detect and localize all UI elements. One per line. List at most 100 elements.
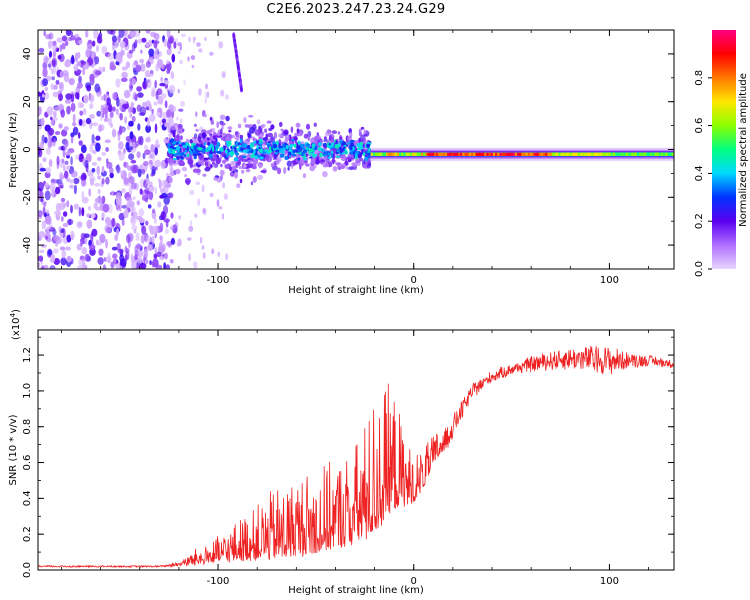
y-tick-label: -40 xyxy=(22,237,33,253)
signal-band-blob xyxy=(210,120,214,125)
noise-blob xyxy=(116,228,120,236)
signal-band-blob xyxy=(254,155,258,160)
noise-blob xyxy=(151,235,155,245)
noise-blob xyxy=(87,206,92,211)
signal-band-blob xyxy=(233,157,239,162)
noise-blob xyxy=(184,174,188,178)
noise-blob xyxy=(164,157,169,164)
noise-blob xyxy=(77,82,83,89)
noise-blob xyxy=(94,83,100,93)
signal-band-blob xyxy=(283,167,287,174)
noise-blob xyxy=(134,93,138,102)
signal-band-blob xyxy=(332,166,338,172)
signal-band-blob xyxy=(222,132,227,137)
noise-blob xyxy=(115,52,122,63)
noise-blob xyxy=(83,94,89,104)
noise-blob xyxy=(56,37,63,43)
noise-blob xyxy=(211,248,215,255)
noise-blob xyxy=(137,136,142,144)
signal-band-blob xyxy=(264,128,268,133)
signal-band-blob xyxy=(350,139,355,143)
noise-blob xyxy=(66,234,72,243)
signal-band-blob xyxy=(336,143,342,148)
signal-band-blob xyxy=(212,140,217,146)
noise-blob xyxy=(130,253,134,261)
signal-band-blob xyxy=(230,160,236,166)
signal-band-blob xyxy=(186,154,190,158)
noise-blob xyxy=(187,237,192,241)
noise-blob xyxy=(140,49,143,54)
signal-band-blob xyxy=(170,148,173,153)
signal-band-blob xyxy=(312,154,316,158)
noise-blob xyxy=(44,190,51,201)
signal-band-blob xyxy=(209,117,213,121)
signal-band-blob xyxy=(280,128,284,132)
noise-blob xyxy=(86,213,90,218)
noise-blob xyxy=(141,225,147,235)
signal-band-blob xyxy=(220,174,224,181)
signal-band-blob xyxy=(272,143,278,149)
signal-band-blob xyxy=(214,152,217,160)
signal-band-blob xyxy=(269,146,272,151)
colorbar-tick-label: 0.6 xyxy=(694,118,705,134)
signal-band-blob xyxy=(266,120,272,124)
noise-blob xyxy=(81,191,85,199)
noise-blob xyxy=(164,122,170,128)
signal-band-blob xyxy=(291,162,294,170)
noise-blob xyxy=(153,253,158,259)
noise-blob xyxy=(76,221,83,229)
signal-band-blob xyxy=(186,179,190,186)
noise-blob xyxy=(98,248,104,256)
noise-blob xyxy=(40,140,44,150)
noise-blob xyxy=(154,147,158,156)
signal-band-blob xyxy=(215,157,222,164)
signal-band-blob xyxy=(300,143,305,148)
noise-blob xyxy=(102,203,110,213)
noise-blob xyxy=(89,73,95,82)
noise-blob xyxy=(139,63,146,72)
signal-band-blob xyxy=(279,147,284,151)
noise-blob xyxy=(124,116,128,124)
noise-blob xyxy=(38,262,41,268)
noise-blob xyxy=(64,99,72,104)
noise-blob xyxy=(161,243,166,252)
noise-blob xyxy=(142,152,146,160)
signal-band-blob xyxy=(199,144,204,149)
noise-blob xyxy=(130,182,137,190)
noise-blob xyxy=(123,161,129,168)
streak-blob xyxy=(240,87,243,93)
signal-band-blob xyxy=(178,159,185,167)
noise-blob xyxy=(102,264,107,269)
signal-band-blob xyxy=(254,129,261,136)
noise-blob xyxy=(38,91,41,97)
noise-blob xyxy=(129,131,134,140)
signal-band-blob xyxy=(279,121,283,127)
signal-band-blob xyxy=(278,145,283,149)
noise-blob xyxy=(91,228,98,237)
noise-blob xyxy=(62,69,69,77)
noise-blob xyxy=(73,184,77,195)
signal-band-blob xyxy=(258,141,263,145)
noise-blob xyxy=(116,97,120,107)
signal-band-blob xyxy=(239,138,243,144)
noise-blob xyxy=(65,30,72,37)
noise-blob xyxy=(137,257,143,264)
signal-band-blob xyxy=(260,124,264,129)
noise-blob xyxy=(178,215,182,220)
signal-band-blob xyxy=(348,166,355,171)
noise-blob xyxy=(223,193,228,201)
signal-band-blob xyxy=(202,132,207,139)
signal-band-blob xyxy=(252,123,257,131)
noise-blob xyxy=(118,151,125,161)
noise-blob xyxy=(119,125,123,135)
noise-blob xyxy=(66,255,72,263)
signal-band-blob xyxy=(234,171,238,179)
spectrogram-y-axis-label: Frequency (Hz) xyxy=(8,112,19,188)
signal-band-blob xyxy=(318,142,322,146)
noise-blob xyxy=(159,194,165,199)
noise-blob xyxy=(187,56,190,62)
noise-blob xyxy=(165,63,171,69)
signal-band-blob xyxy=(226,152,230,158)
noise-blob xyxy=(80,144,87,154)
noise-blob xyxy=(154,123,158,134)
